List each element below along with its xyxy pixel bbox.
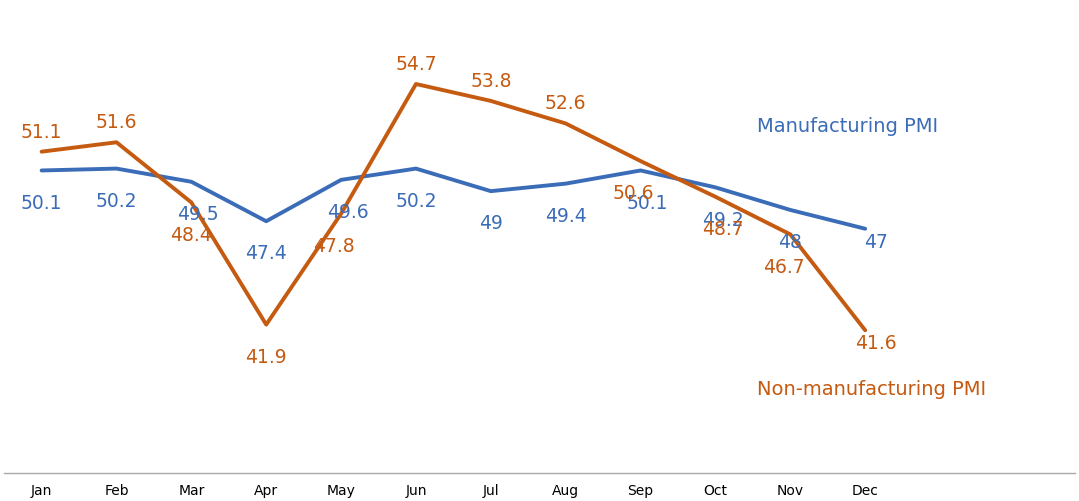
Text: 47.4: 47.4 (245, 244, 287, 263)
Text: 49.2: 49.2 (701, 210, 743, 229)
Text: 53.8: 53.8 (470, 72, 511, 91)
Text: 50.2: 50.2 (96, 191, 137, 210)
Text: 52.6: 52.6 (545, 94, 587, 113)
Text: 51.6: 51.6 (96, 113, 137, 132)
Text: 51.1: 51.1 (21, 122, 63, 141)
Text: Manufacturing PMI: Manufacturing PMI (756, 117, 938, 136)
Text: 50.1: 50.1 (21, 193, 63, 212)
Text: 47: 47 (864, 232, 888, 251)
Text: 41.6: 41.6 (856, 333, 897, 352)
Text: 49.6: 49.6 (327, 203, 369, 221)
Text: 49.4: 49.4 (545, 206, 587, 225)
Text: 47.8: 47.8 (313, 236, 355, 256)
Text: 46.7: 46.7 (763, 257, 804, 276)
Text: 49.5: 49.5 (177, 204, 219, 223)
Text: 41.9: 41.9 (245, 347, 287, 366)
Text: 54.7: 54.7 (395, 55, 437, 74)
Text: 50.6: 50.6 (613, 184, 654, 203)
Text: 48.7: 48.7 (701, 219, 743, 238)
Text: 50.1: 50.1 (627, 193, 668, 212)
Text: 50.2: 50.2 (395, 191, 437, 210)
Text: 49: 49 (479, 214, 503, 233)
Text: 48: 48 (778, 232, 803, 252)
Text: 48.4: 48.4 (170, 225, 213, 244)
Text: Non-manufacturing PMI: Non-manufacturing PMI (756, 379, 986, 398)
